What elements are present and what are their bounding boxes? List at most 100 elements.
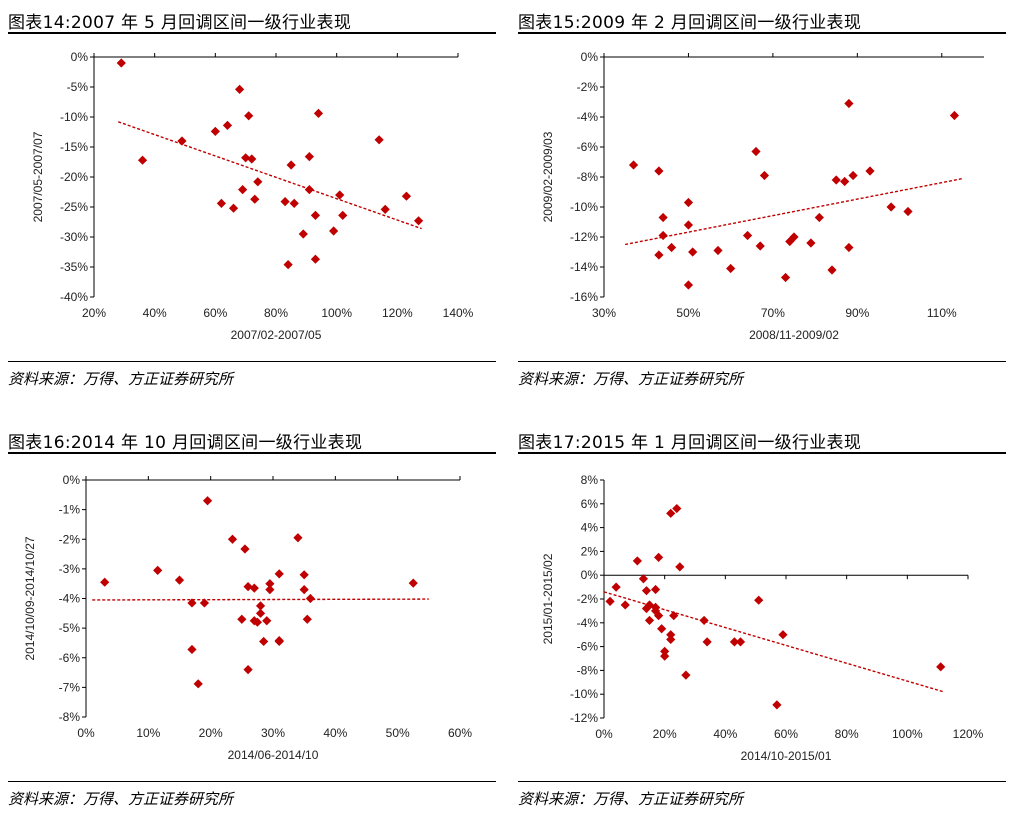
data-point (681, 670, 691, 680)
data-point (216, 198, 226, 208)
x-tick-label: 60% (448, 726, 472, 740)
x-tick-label: 50% (676, 306, 700, 320)
data-point (605, 596, 615, 606)
y-tick-label: -5% (59, 621, 81, 635)
data-point (299, 570, 309, 580)
data-point (380, 204, 390, 214)
y-tick-label: -2% (59, 532, 81, 546)
y-tick-label: -2% (577, 80, 599, 94)
data-point (831, 175, 841, 185)
data-point (840, 176, 850, 187)
data-point (153, 565, 163, 575)
data-point (401, 191, 412, 201)
data-point (713, 245, 723, 256)
data-point (772, 700, 782, 710)
data-point (699, 615, 709, 626)
y-tick-label: -6% (577, 640, 599, 654)
y-tick-label: -7% (59, 680, 81, 694)
x-tick-label: 100% (321, 306, 352, 320)
data-point (238, 185, 248, 195)
data-point (286, 160, 296, 170)
scatter-chart-fig17: 8% 6% 4% 2% 0% -2% -4% -6% -8% -10% -12% 0% 20% 40% 60… (541, 473, 984, 763)
data-point (255, 608, 266, 618)
x-tick-label: 70% (761, 306, 785, 320)
data-point (726, 263, 736, 274)
data-point (751, 146, 761, 157)
x-tick-label: 30% (592, 306, 616, 320)
y-tick-label: -10% (570, 200, 598, 214)
y-tick-label: 0% (71, 50, 89, 64)
data-point (806, 238, 816, 248)
y-tick-label: -20% (60, 170, 88, 184)
data-point (658, 230, 668, 241)
y-tick-label: -30% (60, 230, 88, 244)
data-point (262, 616, 272, 626)
x-tick-label: 40% (143, 306, 167, 320)
chart-panel-fig14: 图表14:2007 年 5 月回调区间一级行业表现 0% -5% -10% -15% -… (8, 4, 496, 414)
data-point (785, 236, 795, 247)
data-point (658, 212, 668, 223)
x-tick-label: 10% (136, 726, 160, 740)
scatter-chart-fig16: 0% -1% -2% -3% -4% -5% -6% -7% -8% 0% 10% 20% 30% 40%… (23, 473, 472, 762)
y-tick-label: -25% (60, 200, 88, 214)
title-rule (8, 32, 496, 34)
y-axis-title: 2015/01-2015/02 (541, 553, 555, 644)
data-point (628, 160, 639, 170)
data-point (936, 662, 946, 672)
data-point (789, 232, 799, 242)
data-point (116, 58, 126, 68)
x-tick-label: 60% (203, 306, 227, 320)
data-point (280, 197, 290, 207)
data-point (227, 534, 238, 544)
y-tick-label: -40% (60, 290, 88, 304)
x-tick-label: 20% (82, 306, 106, 320)
data-point (742, 230, 753, 241)
x-tick-label: 50% (386, 726, 410, 740)
x-axis-title: 2014/10-2015/01 (741, 749, 832, 763)
data-point (654, 166, 664, 176)
x-tick-label: 100% (892, 727, 923, 741)
chart-title: 图表14:2007 年 5 月回调区间一级行业表现 (8, 13, 352, 33)
title-rule (518, 32, 1006, 34)
data-point (611, 582, 621, 592)
source-rule (518, 361, 1006, 362)
data-point (413, 216, 424, 226)
data-point (274, 569, 284, 579)
source-note: 资料来源：万得、方正证券研究所 (8, 790, 234, 808)
data-point (778, 630, 788, 640)
x-tick-label: 120% (382, 306, 413, 320)
data-point (814, 212, 824, 223)
scatter-chart-fig14: 0% -5% -10% -15% -20% -25% -30% -35% -40% 20% 40% 6… (31, 50, 474, 342)
data-point (335, 190, 345, 200)
data-point (193, 679, 203, 689)
y-tick-label: 8% (581, 473, 599, 487)
data-point (222, 120, 233, 130)
data-point (780, 272, 791, 283)
source-note: 资料来源：万得、方正证券研究所 (8, 370, 234, 388)
y-tick-label: -15% (60, 140, 88, 154)
chart-title: 图表15:2009 年 2 月回调区间一级行业表现 (518, 13, 862, 33)
y-tick-label: -8% (577, 663, 599, 677)
data-point (302, 614, 312, 624)
y-tick-label: -5% (67, 80, 89, 94)
x-tick-label: 120% (953, 727, 984, 741)
x-axis-title: 2007/02-2007/05 (231, 328, 322, 342)
data-point (202, 496, 213, 506)
x-tick-label: 90% (845, 306, 869, 320)
data-point (329, 226, 339, 236)
data-point (683, 220, 694, 230)
trendline (624, 177, 964, 246)
data-point (310, 254, 321, 264)
data-point (310, 210, 321, 220)
source-rule (8, 781, 496, 782)
data-point (247, 154, 257, 164)
data-point (228, 203, 239, 213)
data-point (641, 586, 652, 596)
data-point (304, 152, 314, 162)
chart-panel-fig17: 图表17:2015 年 1 月回调区间一级行业表现 8% 6% 4% 2% 0% -2% -… (518, 424, 1006, 834)
data-point (650, 584, 661, 595)
data-point (848, 170, 858, 181)
y-tick-label: -8% (59, 710, 81, 724)
y-tick-label: -12% (570, 711, 598, 725)
data-point (298, 229, 308, 239)
